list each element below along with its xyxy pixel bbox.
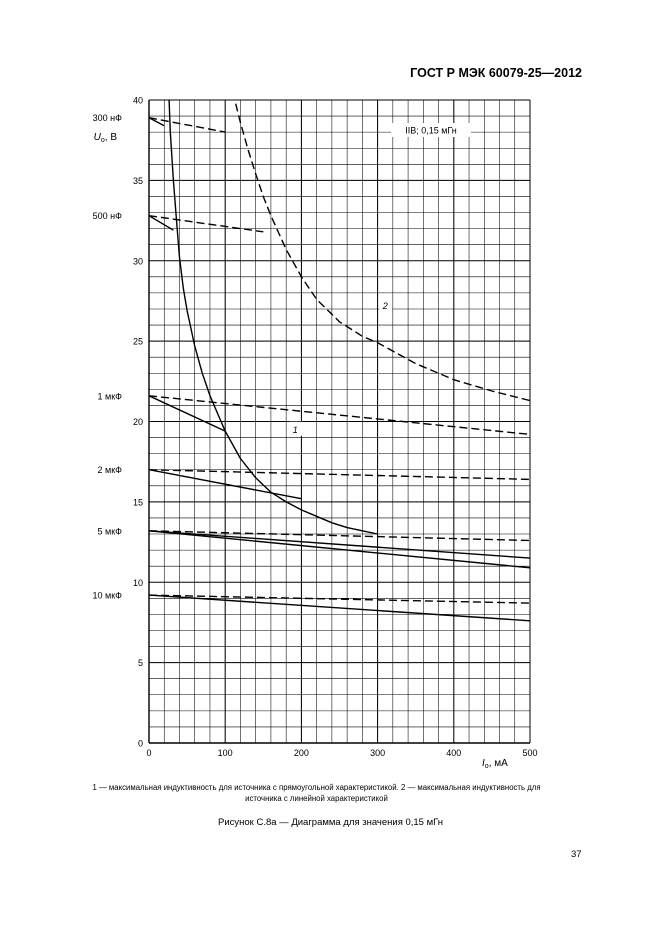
series-1-мкф-solid [149,395,226,432]
curve-label-bg [289,421,303,436]
capacitance-label: 5 мкФ [98,526,123,536]
x-tick-label: 300 [370,748,385,758]
capacitance-label: 500 нФ [93,211,122,221]
caption-line-1: 1 — максимальная индуктивность для источ… [92,783,541,792]
grid-major [148,99,531,744]
y-axis-label-sub: o [101,137,105,144]
y-tick-label: 40 [133,96,143,106]
page-number: 37 [571,849,582,860]
y-tick-label: 35 [133,176,143,186]
curve-label: 2 [382,301,388,311]
x-tick-label: 200 [294,748,309,758]
x-tick-label: 500 [522,748,537,758]
series-10-мкф-dashed [149,594,530,604]
x-tick-label: 400 [446,748,461,758]
y-tick-label: 5 [138,658,143,668]
caption-line-2: источника с линейной характеристикой [245,794,388,803]
series-500-нф-solid [149,215,174,231]
series-10-мкф-solid [149,594,530,622]
y-tick-label: 10 [133,578,143,588]
series-5-мкф-dashed [149,530,530,542]
capacitance-label: 300 нФ [93,113,122,123]
legend-box-bg [391,123,471,137]
x-axis-label-sub: o [485,763,489,770]
y-tick-label: 30 [133,256,143,266]
series-2-мкф-solid [149,469,302,500]
y-tick-label: 20 [133,417,143,427]
figure-title: Рисунок С.8а — Диаграмма для значения 0,… [218,817,443,828]
curve-label-bg [379,297,393,312]
series-5-мкф-solid-upper [149,530,530,559]
series-500-нф-dashed [149,215,264,233]
series-2-мкф-dashed [149,469,530,481]
series-1-мкф-dashed [149,395,530,436]
axis-layer: 0 100 200 300 400 500 0 5 10 15 20 25 30 35 40 [133,96,538,759]
curve-label: 1 [293,425,298,435]
series-300-нф-dashed [149,117,226,133]
capacitance-label: 10 мкФ [93,591,123,601]
series-1 [168,100,378,535]
x-tick-label: 0 [146,748,151,758]
x-axis-label-unit: , мА [489,758,508,769]
x-axis-label: Io, мА [482,758,508,770]
y-tick-label: 15 [133,497,143,507]
capacitance-label: 2 мкФ [98,465,123,475]
series-5-мкф-solid-lower [149,530,530,569]
x-tick-label: 100 [218,748,233,758]
y-axis-label: Uo, В [94,132,118,144]
series-layer [149,100,530,622]
y-tick-label: 0 [138,739,143,749]
label-layer: 300 нФ 500 нФ 1 мкФ 2 мкФ 5 мкФ 10 мкФ 1 2 [93,113,393,601]
x-axis-label-var: I [482,758,485,769]
legend-box: IIB; 0,15 мГн [405,126,457,136]
capacitance-label: 1 мкФ [98,391,123,401]
series-2 [234,100,530,402]
y-axis-label-unit: , В [105,132,118,143]
document-header: ГОСТ Р МЭК 60079-25—2012 [410,66,582,80]
y-tick-label: 25 [133,337,143,347]
figure-caption: 1 — максимальная индуктивность для источ… [44,782,589,804]
y-axis-label-var: U [94,132,102,143]
series-300-нф-solid [149,117,165,127]
